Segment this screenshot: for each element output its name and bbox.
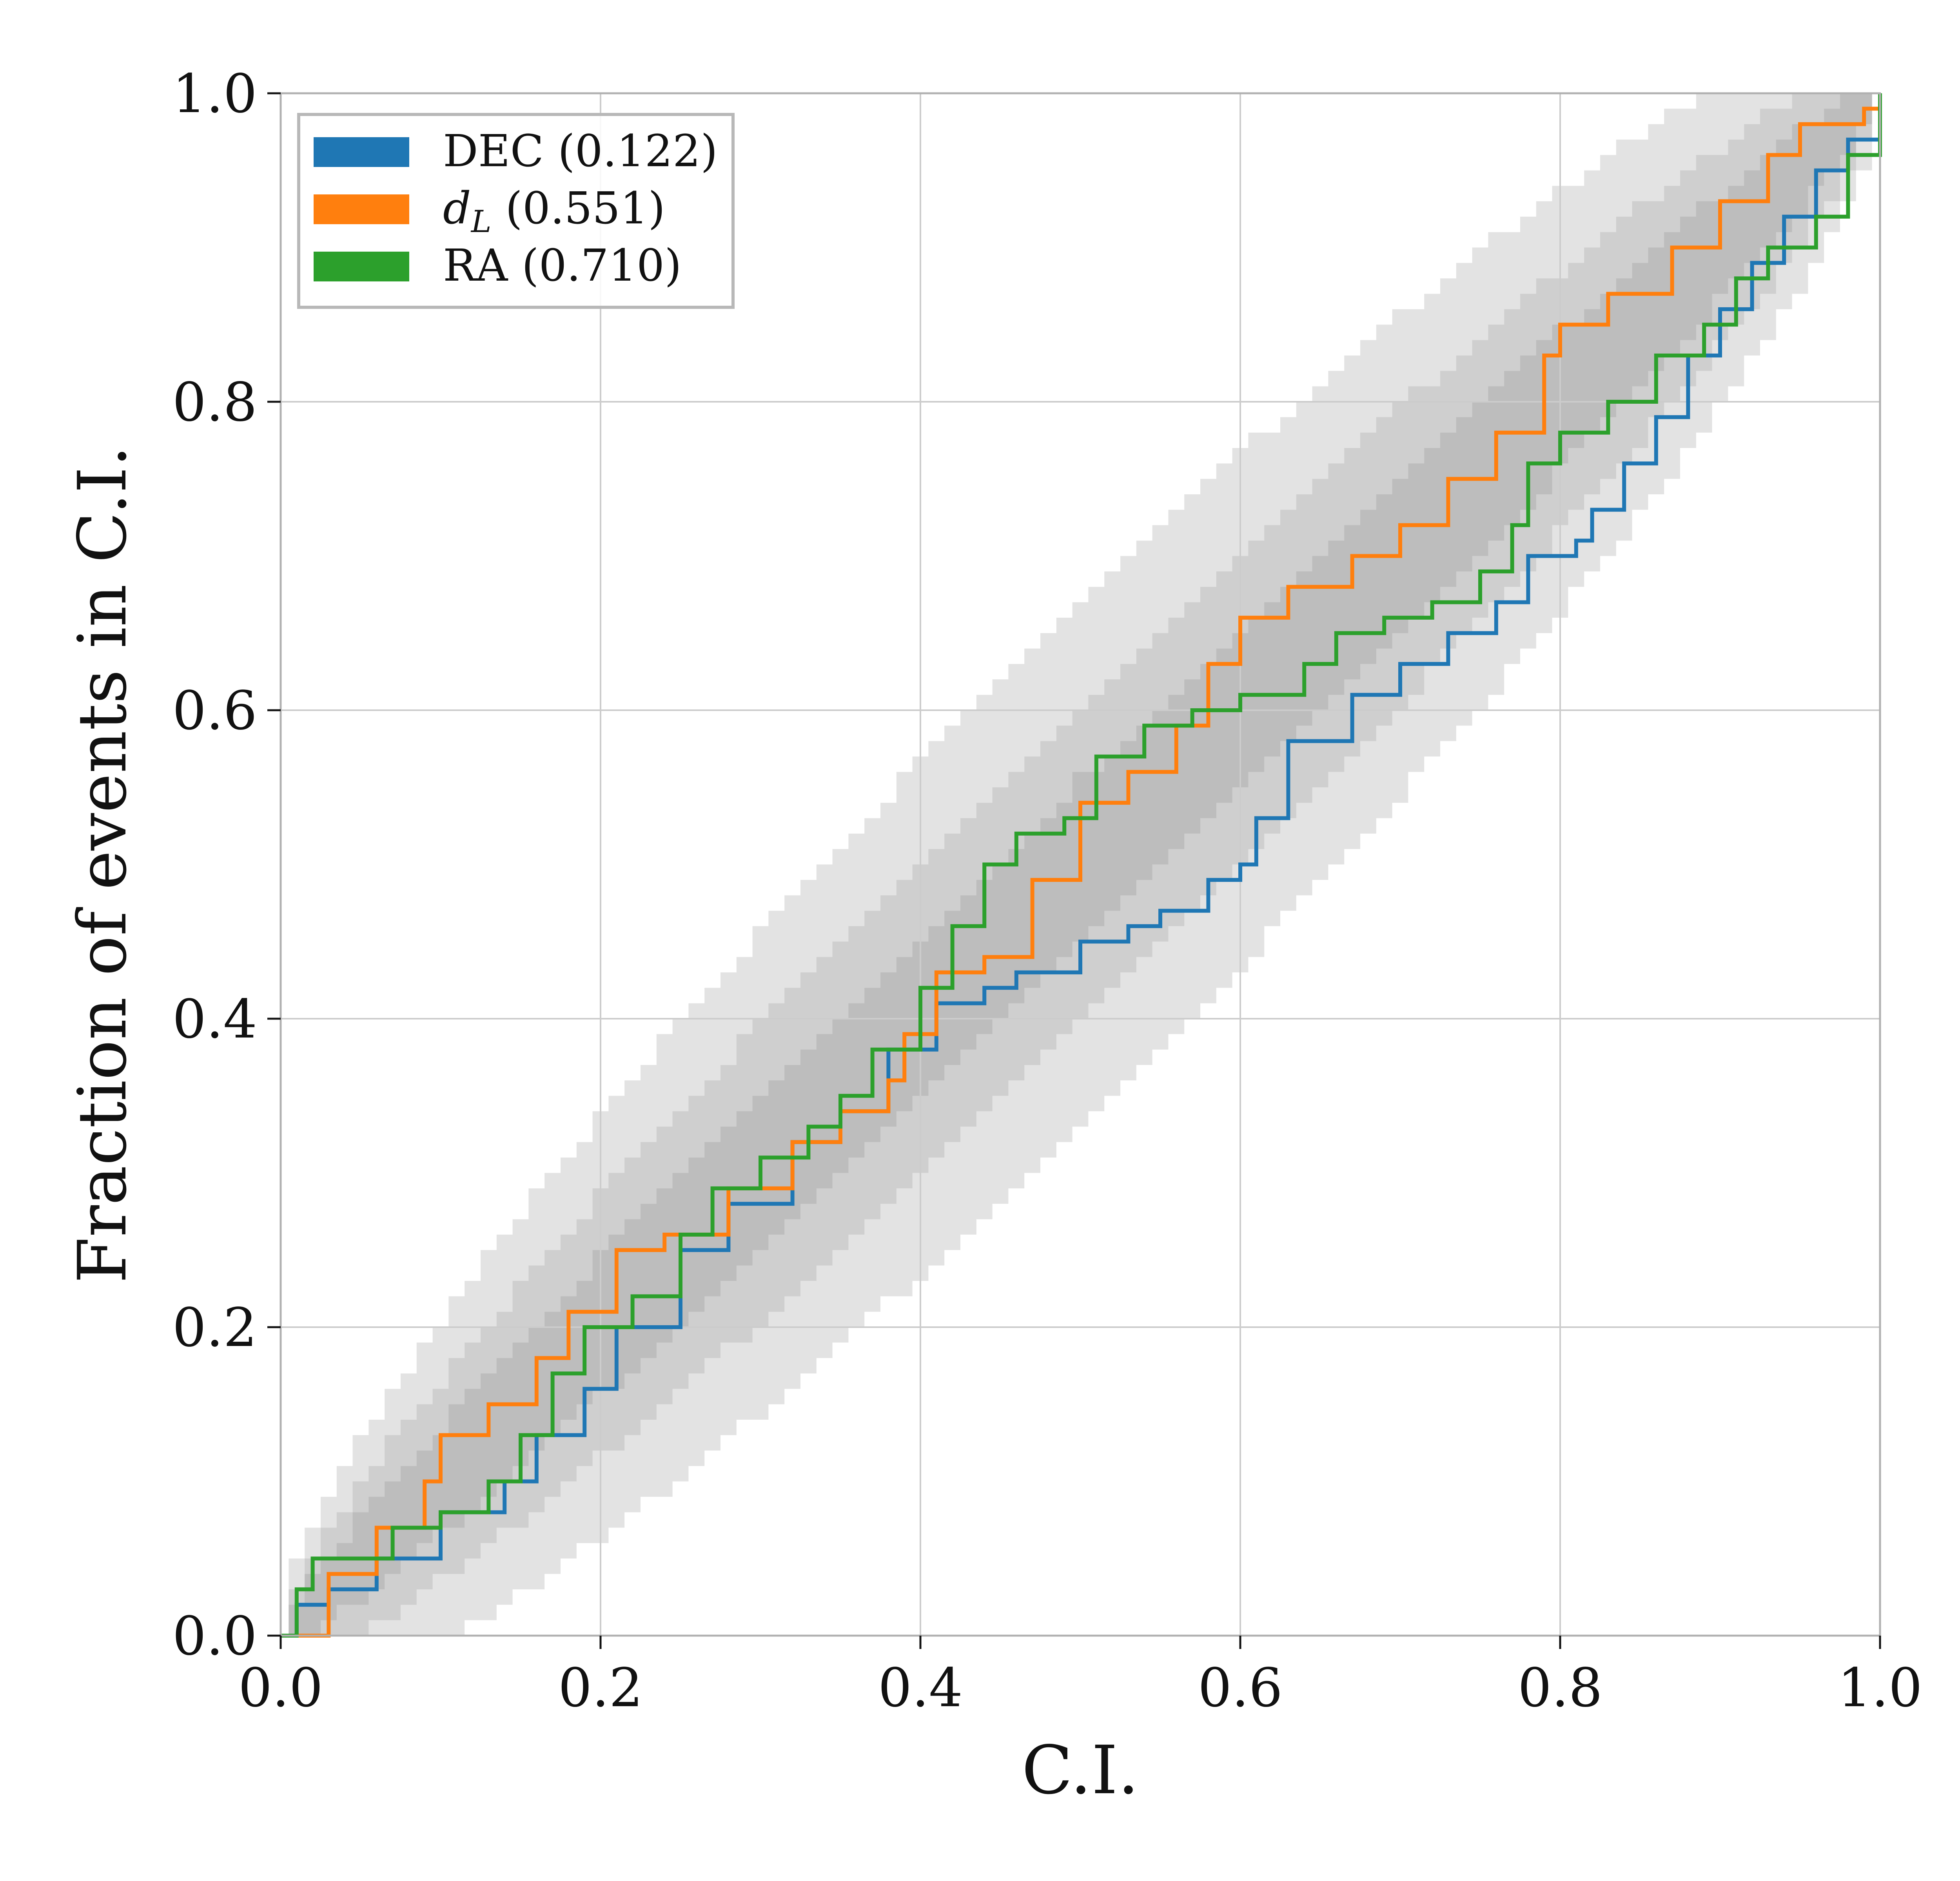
x-tick-label: 1.0 [1838, 1657, 1922, 1719]
x-tick-label: 0.4 [878, 1657, 963, 1719]
y-axis-ticks: 0.0 0.2 0.4 0.6 0.8 1.0 [172, 63, 281, 1667]
x-axis-label: C.I. [1022, 1732, 1139, 1809]
series-lines [281, 93, 1882, 1638]
y-axis-label: Fraction of events in C.I. [64, 446, 142, 1283]
legend-swatch-2 [314, 252, 409, 281]
y-tick-label: 0.4 [172, 989, 257, 1050]
x-tick-label: 0.0 [238, 1657, 323, 1719]
y-tick-label: 0.8 [172, 372, 257, 434]
y-tick-label: 0.0 [172, 1605, 257, 1667]
x-axis-ticks: 0.0 0.2 0.4 0.6 0.8 1.0 [238, 1636, 1922, 1719]
y-tick-label: 0.2 [172, 1297, 257, 1359]
legend-label-1: dL (0.551) [443, 183, 665, 239]
legend-swatch-1 [314, 194, 409, 224]
legend-label-0: DEC (0.122) [443, 126, 718, 177]
legend: DEC (0.122) dL (0.551)RA (0.710) [297, 113, 735, 309]
legend-label-2: RA (0.710) [443, 240, 682, 291]
plot-frame [279, 92, 1881, 1637]
y-tick-label: 1.0 [172, 63, 257, 125]
x-tick-label: 0.6 [1198, 1657, 1283, 1719]
series-line-0 [281, 93, 1882, 1638]
x-tick-label: 0.2 [558, 1657, 643, 1719]
series-line-1 [281, 93, 1882, 1638]
series-line-2 [281, 93, 1882, 1638]
y-tick-label: 0.6 [172, 680, 257, 742]
legend-swatch-0 [314, 137, 409, 167]
x-tick-label: 0.8 [1518, 1657, 1602, 1719]
axes-frame [279, 92, 1881, 1637]
